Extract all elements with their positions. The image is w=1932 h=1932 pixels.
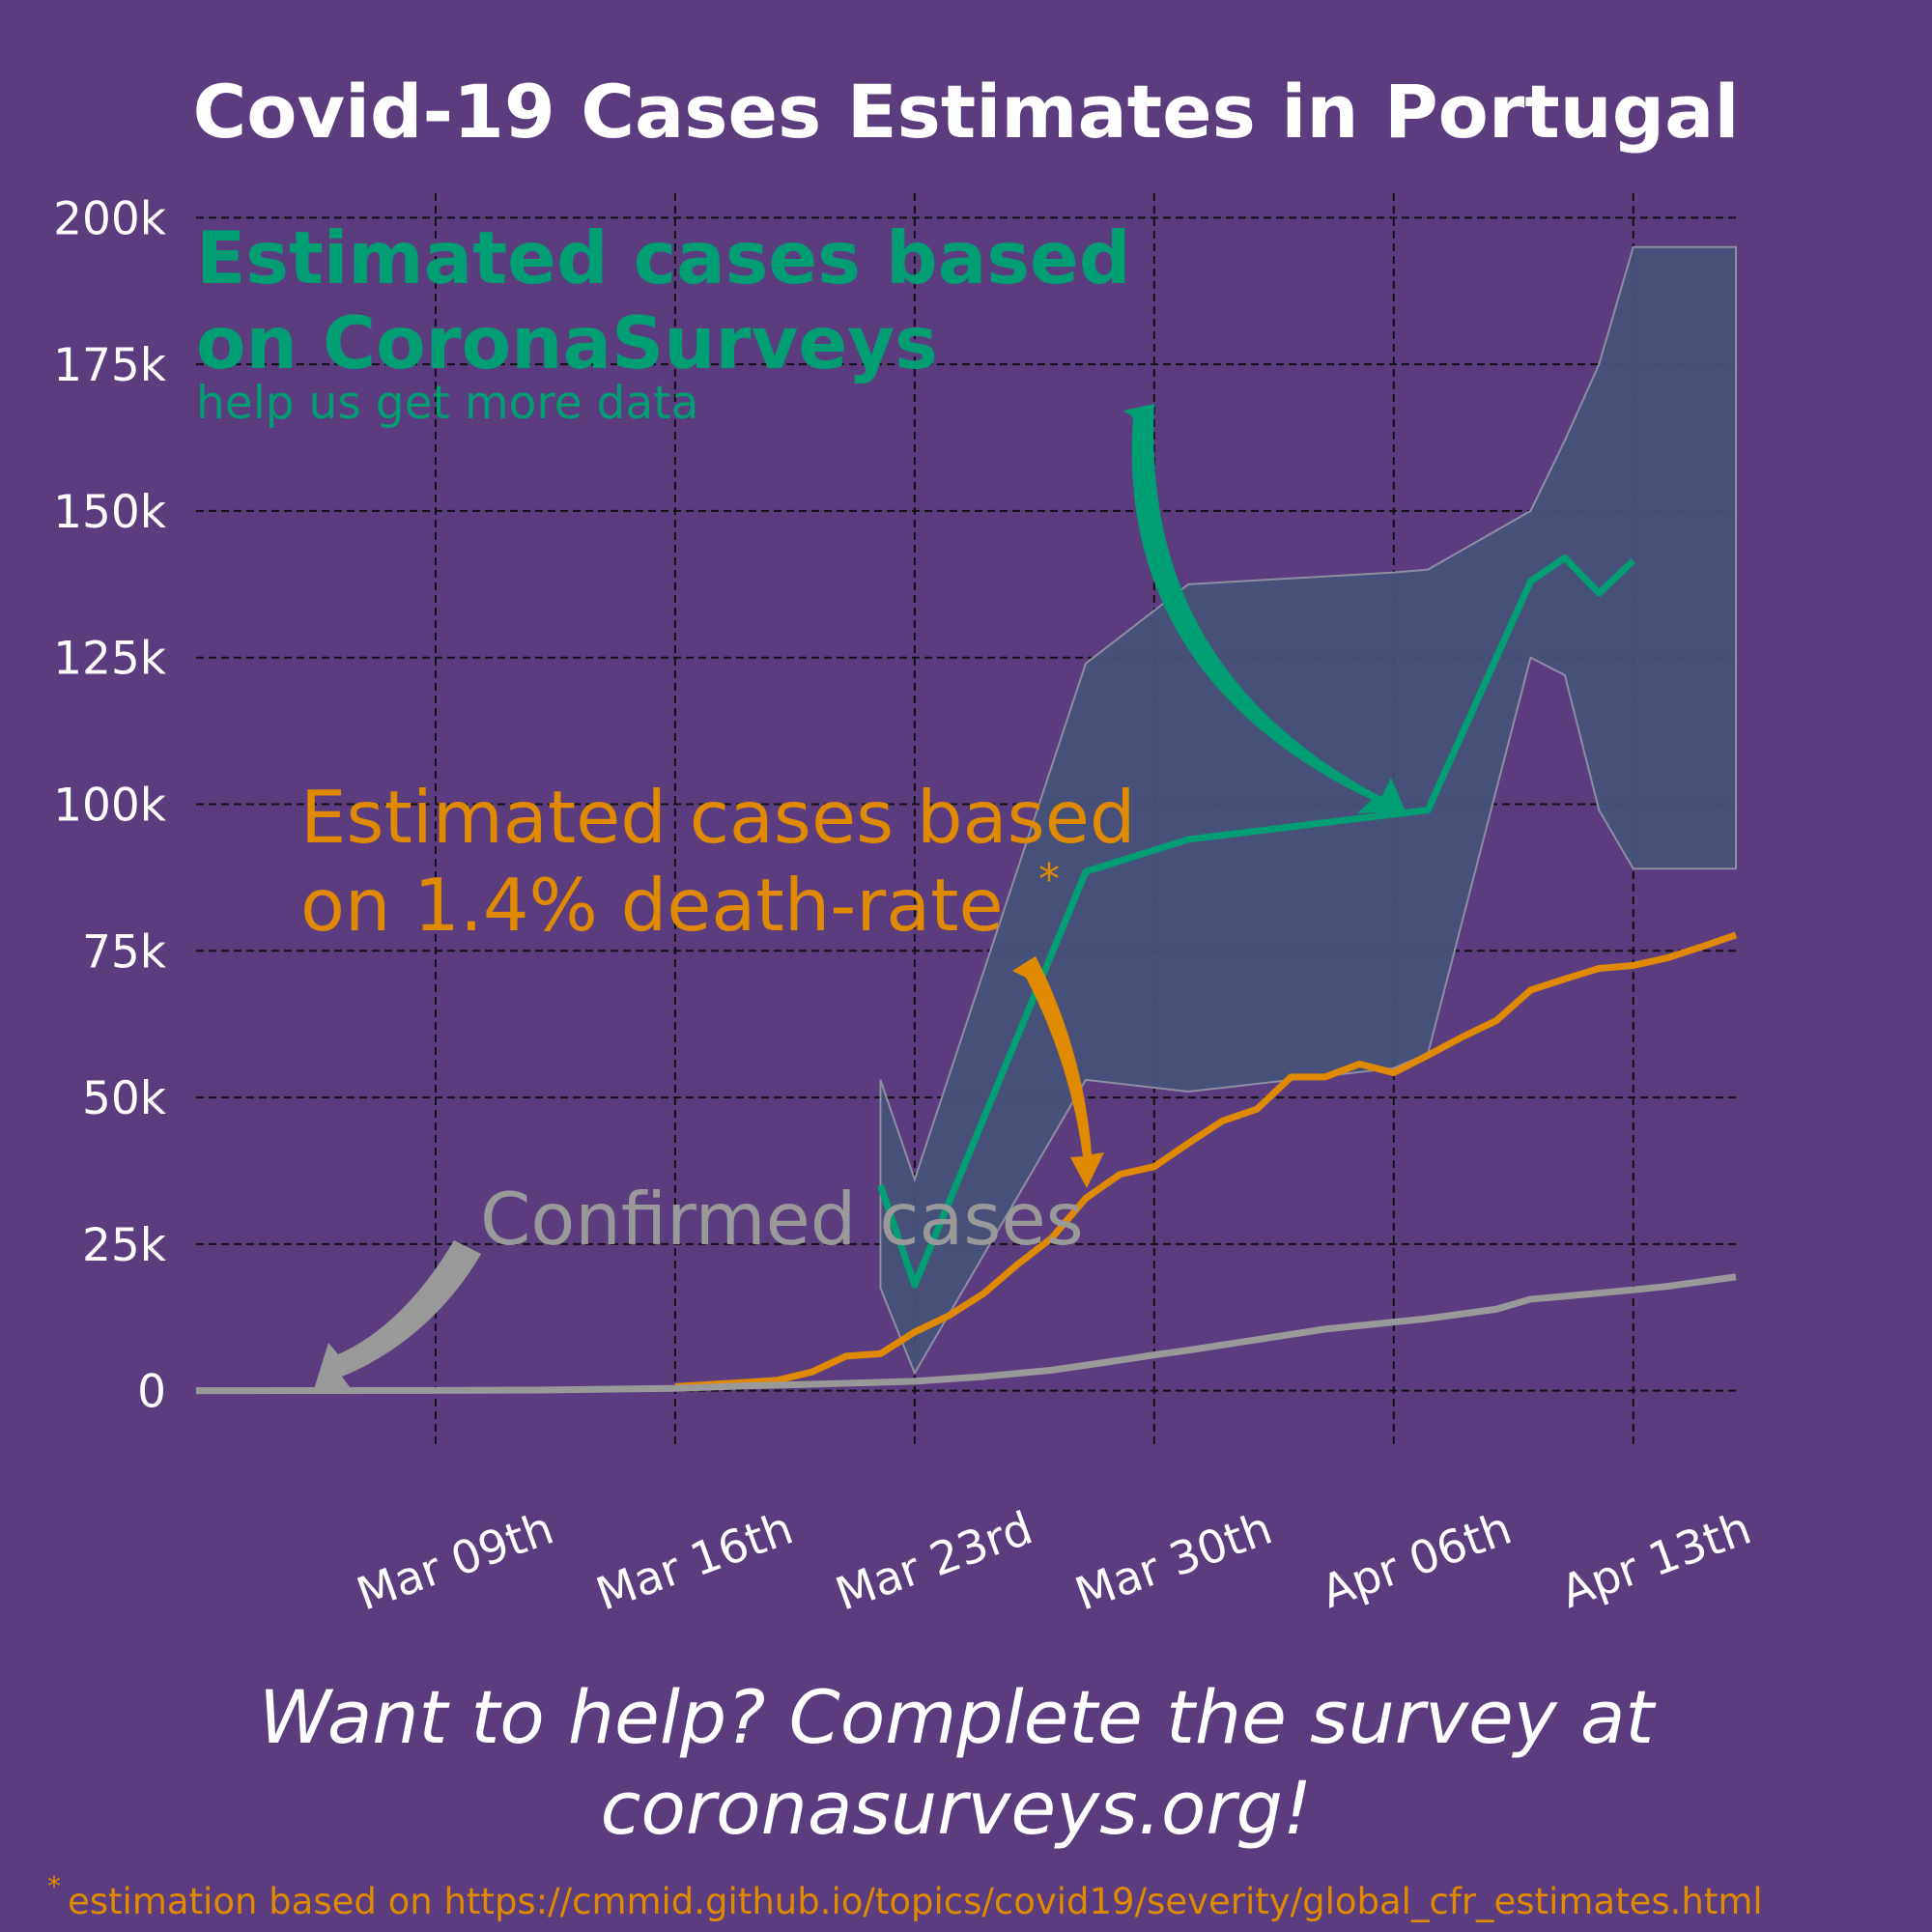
death-rate-label-line1: Estimated cases based: [300, 775, 1135, 860]
death-rate-arrow-icon: [1012, 956, 1104, 1188]
x-tick-label: Apr 13th: [1554, 1502, 1758, 1620]
y-tick-label: 25k: [82, 1219, 167, 1272]
confirmed-label: Confirmed cases: [480, 1177, 1084, 1262]
death-rate-label-line2: on 1.4% death-rate: [300, 863, 1004, 948]
series-line-confirmed: [195, 1273, 1737, 1395]
band-area: [879, 245, 1737, 1376]
x-tick-label: Mar 30th: [1068, 1502, 1279, 1622]
confirmed-arrow-icon: [314, 1240, 481, 1391]
survey-label-line1: Estimated cases based: [196, 215, 1131, 300]
x-tick-label: Mar 16th: [589, 1502, 800, 1622]
series-line-survey_estimate: [877, 554, 1636, 1289]
footnote-star: *: [47, 1870, 61, 1902]
y-tick-label: 100k: [53, 780, 167, 833]
survey-arrow-icon: [1123, 404, 1406, 813]
death-rate-label-star: *: [1038, 855, 1060, 904]
y-axis-ticks: 0 25k 50k 75k 100k 125k 150k 175k 200k: [53, 192, 167, 1418]
footnote-text: estimation based on https://cmmid.github…: [68, 1881, 1763, 1922]
y-tick-label: 75k: [82, 925, 167, 979]
y-tick-label: 200k: [53, 192, 167, 245]
cta-line2: coronasurveys.org!: [601, 1765, 1313, 1851]
x-tick-label: Mar 09th: [350, 1502, 560, 1622]
survey-sublabel: help us get more data: [196, 377, 698, 430]
survey-label-line2: on CoronaSurveys: [196, 300, 938, 385]
series-line-death_rate: [674, 931, 1738, 1390]
x-tick-label: Mar 23rd: [829, 1502, 1039, 1622]
uncertainty-band: [879, 245, 1737, 1376]
chart-title: Covid-19 Cases Estimates in Portugal: [192, 69, 1739, 155]
y-tick-label: 150k: [53, 486, 167, 539]
y-tick-label: 0: [137, 1366, 166, 1419]
x-tick-label: Apr 06th: [1315, 1502, 1519, 1620]
y-tick-label: 50k: [82, 1072, 167, 1125]
x-axis-ticks: Mar 09th Mar 16th Mar 23rd Mar 30th Apr 06th…: [350, 1502, 1757, 1622]
y-tick-label: 125k: [53, 633, 167, 686]
cta-line1: Want to help? Complete the survey at: [259, 1674, 1658, 1760]
y-tick-label: 175k: [53, 339, 167, 392]
series-lines: [195, 554, 1738, 1395]
